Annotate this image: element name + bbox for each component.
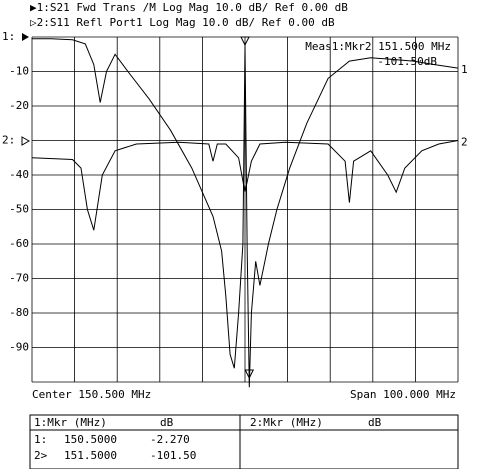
- ref-arrow-1: [22, 33, 29, 41]
- table-cell: -2.270: [150, 433, 190, 446]
- table-header: 2:Mkr (MHz): [250, 416, 323, 429]
- span-label: Span 100.000 MHz: [350, 388, 456, 401]
- marker-table: 1:Mkr (MHz) dB 2:Mkr (MHz) dB 1: 150.500…: [29, 414, 459, 469]
- table-cell: -101.50: [150, 449, 196, 462]
- table-header: dB: [368, 416, 382, 429]
- y-tick-label: 1:: [2, 30, 15, 43]
- y-tick-label: -10: [9, 65, 29, 78]
- center-label: Center 150.500 MHz: [32, 388, 151, 401]
- table-cell: 1:: [34, 433, 47, 446]
- table-cell: 151.5000: [64, 449, 117, 462]
- marker: [244, 369, 255, 380]
- trace1-header: ▶1:S21 Fwd Trans /M Log Mag 10.0 dB/ Ref…: [30, 1, 348, 14]
- table-border: [29, 414, 459, 469]
- y-tick-label: -70: [9, 272, 29, 285]
- ref-arrow-2: [21, 136, 31, 146]
- table-header: 1:Mkr (MHz): [34, 416, 107, 429]
- table-cell: 2>: [34, 449, 48, 462]
- y-tick-label: -50: [9, 203, 29, 216]
- trace2-header: ▷2:S11 Refl Port1 Log Mag 10.0 dB/ Ref 0…: [30, 16, 335, 29]
- table-cell: 150.5000: [64, 433, 117, 446]
- y-tick-label: -60: [9, 237, 29, 250]
- marker-readout-freq: Meas1:Mkr2 151.500 MHz: [305, 40, 451, 53]
- y-tick-label: -80: [9, 306, 29, 319]
- y-tick-label: -40: [9, 168, 29, 181]
- y-tick-label: 2:: [2, 134, 15, 147]
- y-tick-label: -20: [9, 99, 29, 112]
- y-tick-label: -90: [9, 341, 29, 354]
- trace: [31, 140, 459, 231]
- trace: [32, 38, 459, 388]
- trace-label: 1: [461, 63, 468, 76]
- marker-readout-value: -101.50dB: [377, 55, 437, 68]
- table-header: dB: [160, 416, 174, 429]
- marker: [240, 36, 250, 47]
- trace-label: 2: [461, 136, 468, 149]
